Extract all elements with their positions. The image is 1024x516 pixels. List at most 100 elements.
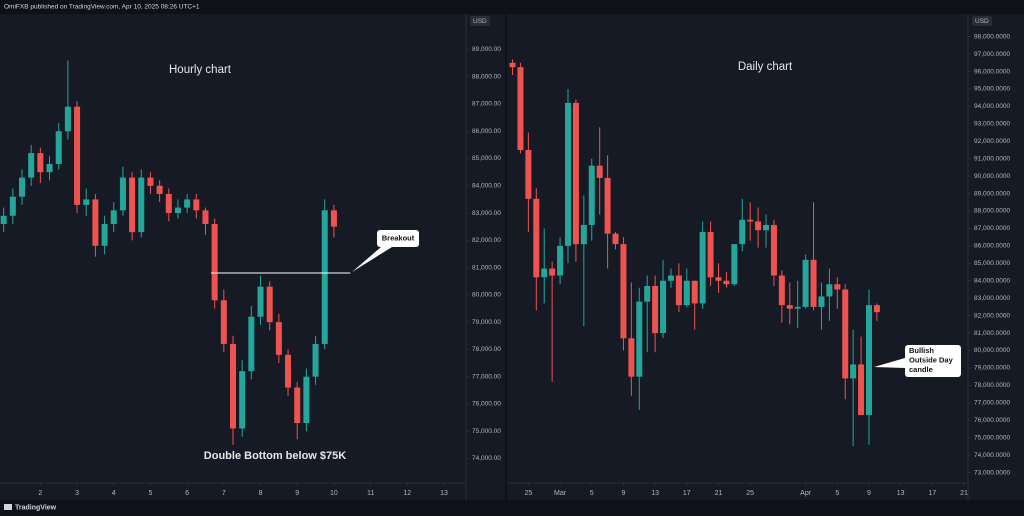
- y-tick-label: 84,000.00: [472, 183, 501, 190]
- candle-body: [644, 285, 651, 302]
- candle-body: [763, 224, 770, 231]
- candle-body: [533, 198, 540, 278]
- y-tick-label: 93,000.0000: [974, 121, 1011, 128]
- y-tick-label: 91,000.0000: [974, 155, 1011, 162]
- candle-body: [165, 193, 172, 214]
- candle-body: [193, 199, 200, 211]
- y-tick-label: 86,000.0000: [974, 243, 1011, 250]
- candle-body: [580, 224, 587, 245]
- candle-body: [174, 207, 181, 214]
- unit-box: [972, 16, 992, 26]
- candle-body: [818, 296, 825, 307]
- candle-body: [770, 224, 777, 276]
- y-tick-label: 86,000.00: [472, 128, 501, 135]
- candle-body: [46, 163, 53, 173]
- x-tick-label: 17: [683, 490, 691, 497]
- callout-text: Breakout: [382, 233, 415, 242]
- candle-body: [147, 177, 154, 186]
- x-tick-label: 21: [960, 490, 968, 497]
- candle-body: [110, 210, 117, 224]
- candle-body: [509, 62, 516, 68]
- y-tick-label: 74,000.0000: [974, 452, 1011, 459]
- y-tick-label: 88,000.0000: [974, 208, 1011, 215]
- candle-body: [683, 280, 690, 306]
- candle-body: [842, 289, 849, 379]
- candle-body: [129, 177, 136, 233]
- brand-logo: [4, 504, 12, 510]
- x-tick-label: 7: [222, 490, 226, 497]
- y-tick-label: 78,000.00: [472, 346, 501, 353]
- candle-body: [628, 338, 635, 377]
- candle-body: [834, 284, 841, 290]
- candle-body: [850, 364, 857, 379]
- candle-body: [101, 223, 108, 246]
- y-tick-label: 83,000.0000: [974, 295, 1011, 302]
- candle-body: [239, 371, 246, 429]
- x-tick-label: 6: [185, 490, 189, 497]
- candle-body: [294, 387, 301, 424]
- candle-body: [802, 259, 809, 307]
- x-tick-label: 9: [621, 490, 625, 497]
- candle-body: [9, 196, 16, 216]
- x-tick-label: 5: [835, 490, 839, 497]
- x-tick-label: 13: [897, 490, 905, 497]
- x-tick-label: 13: [651, 490, 659, 497]
- callout-box: [377, 230, 419, 247]
- y-tick-label: 79,000.0000: [974, 365, 1011, 372]
- candle-body: [747, 219, 754, 222]
- candle-body: [675, 275, 682, 306]
- candle-body: [778, 275, 785, 306]
- y-tick-label: 95,000.0000: [974, 86, 1011, 93]
- candle-body: [549, 268, 556, 276]
- candle-body: [119, 177, 126, 211]
- y-tick-label: 76,000.00: [472, 401, 501, 408]
- x-tick-label: 13: [440, 490, 448, 497]
- y-tick-label: 81,000.00: [472, 264, 501, 271]
- callout-text: Outside Day: [909, 355, 954, 364]
- candle-body: [691, 280, 698, 304]
- candle-body: [707, 231, 714, 278]
- annotation: Double Bottom below $75K: [204, 450, 346, 462]
- candle-body: [786, 305, 793, 309]
- y-tick-label: 89,000.00: [472, 46, 501, 53]
- y-tick-label: 80,000.00: [472, 292, 501, 299]
- y-tick-label: 87,000.0000: [974, 225, 1011, 232]
- candle-body: [312, 343, 319, 377]
- candle-body: [525, 149, 532, 199]
- candle-body: [564, 102, 571, 246]
- candle-body: [588, 165, 595, 225]
- callout-pointer: [874, 358, 905, 368]
- candle-body: [660, 280, 667, 334]
- brand: TradingView: [15, 504, 57, 511]
- candle-body: [0, 215, 7, 224]
- chart-title: Hourly chart: [169, 64, 232, 76]
- candle-body: [83, 199, 90, 205]
- candle-body: [257, 286, 264, 317]
- y-tick-label: 82,000.00: [472, 237, 501, 244]
- x-tick-label: 11: [367, 490, 374, 497]
- y-tick-label: 85,000.00: [472, 155, 501, 162]
- y-tick-label: 74,000.00: [472, 455, 501, 462]
- callout-box: [905, 345, 961, 377]
- candle-body: [211, 223, 218, 301]
- candle-body: [557, 245, 564, 276]
- candle-body: [202, 210, 209, 224]
- candle-body: [275, 322, 282, 355]
- y-tick-label: 73,000.0000: [974, 469, 1011, 476]
- header: OmiFXB published on TradingView.com, Apr…: [4, 4, 200, 11]
- y-tick-label: 78,000.0000: [974, 382, 1011, 389]
- candle-body: [873, 305, 880, 313]
- candle-body: [156, 185, 163, 194]
- candle-body: [699, 231, 706, 304]
- y-tick-label: 87,000.00: [472, 101, 501, 108]
- candle-body: [285, 354, 292, 388]
- candle-body: [230, 343, 236, 429]
- x-tick-label: Apr: [800, 490, 812, 497]
- x-tick-label: 12: [403, 490, 411, 497]
- y-tick-label: 77,000.0000: [974, 400, 1011, 407]
- y-tick-label: 90,000.0000: [974, 173, 1011, 180]
- candle-body: [138, 177, 145, 233]
- axis-unit: USD: [975, 18, 989, 25]
- y-tick-label: 96,000.0000: [974, 68, 1011, 75]
